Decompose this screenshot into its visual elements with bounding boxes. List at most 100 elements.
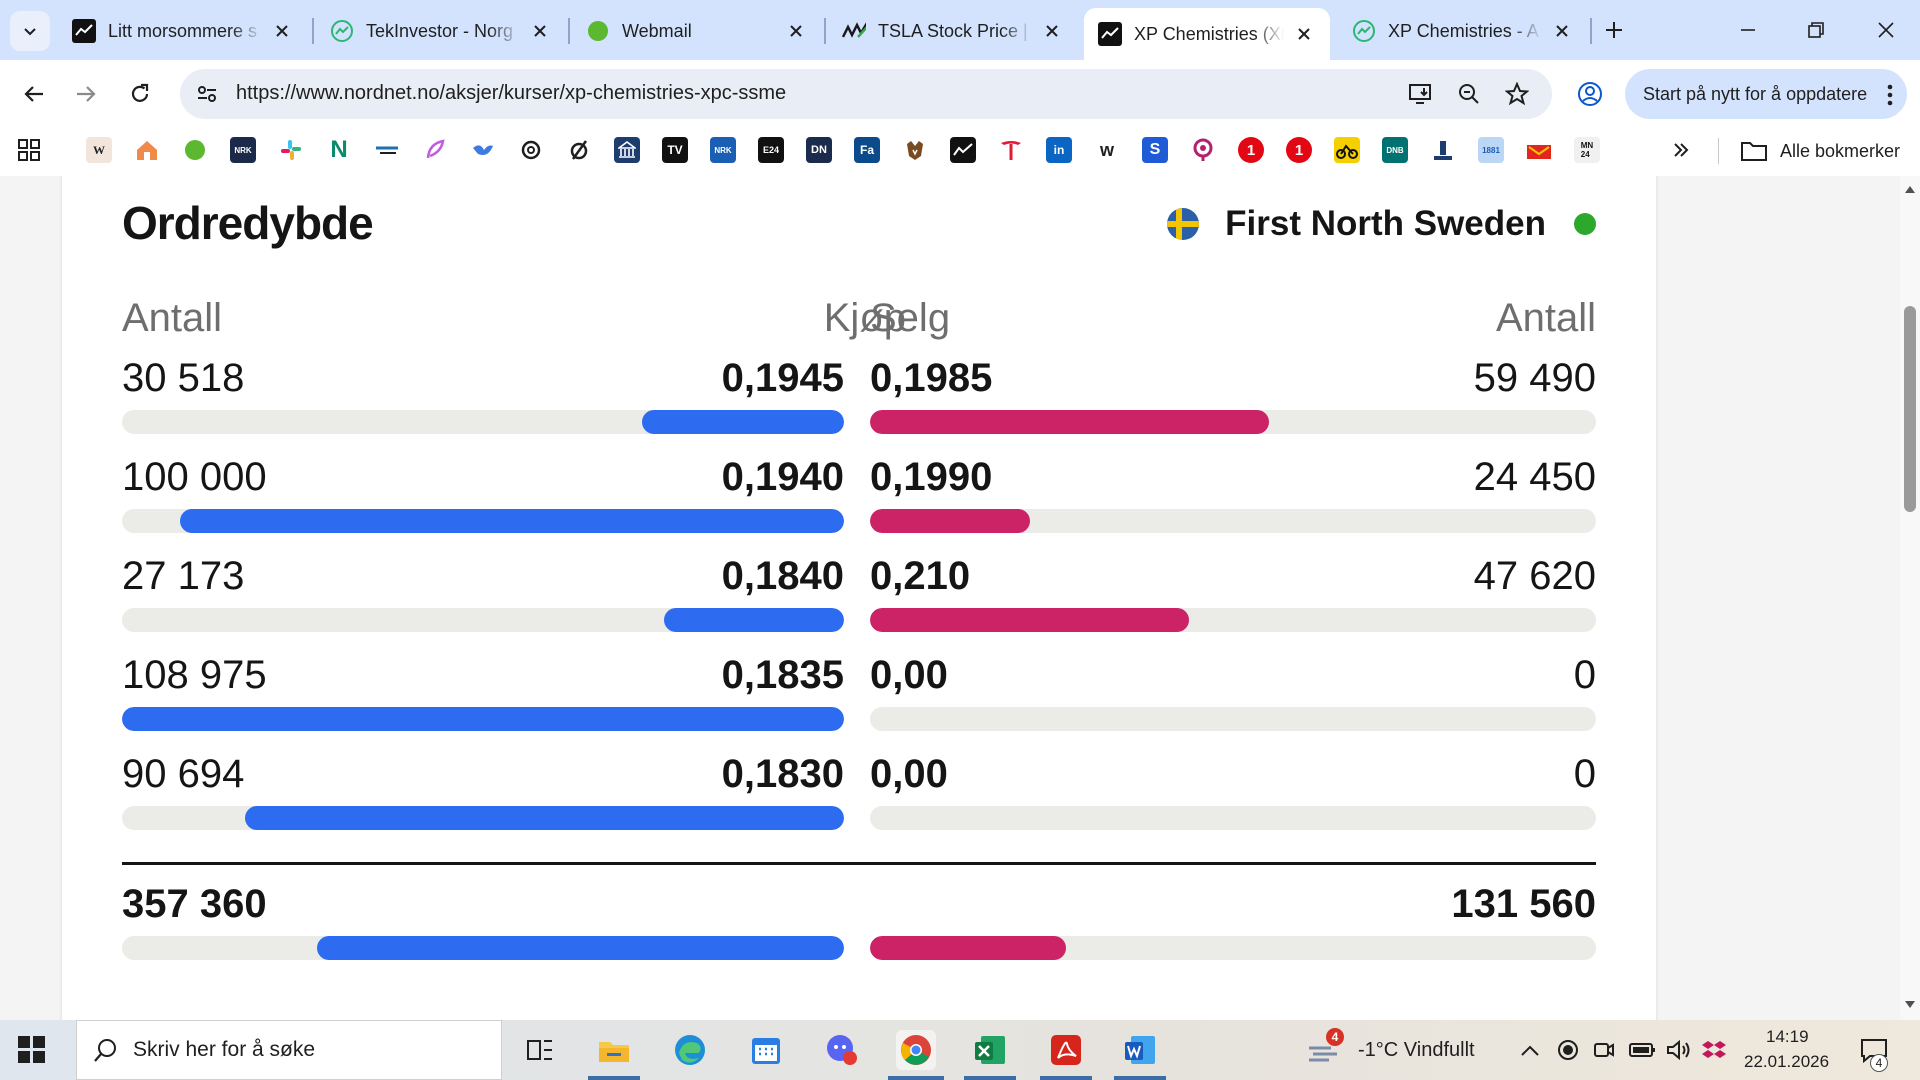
bookmark-tesla-icon[interactable]	[998, 137, 1024, 163]
notification-center-icon[interactable]	[1856, 1030, 1892, 1070]
buy-price[interactable]: 0,1945	[721, 356, 844, 400]
volume-icon[interactable]	[1662, 1030, 1694, 1070]
word-icon[interactable]	[1120, 1030, 1160, 1070]
record-icon[interactable]	[1552, 1030, 1584, 1070]
bookmark-figure-icon[interactable]	[1430, 137, 1456, 163]
bookmark-one-b-icon[interactable]: 1	[1286, 137, 1312, 163]
acrobat-icon[interactable]	[1046, 1030, 1086, 1070]
total-buy-bar	[316, 936, 844, 960]
bookmark-w-icon[interactable]: W	[86, 137, 112, 163]
reload-button[interactable]	[120, 74, 160, 114]
bookmark-one-icon[interactable]: 1	[1238, 137, 1264, 163]
weather-icon[interactable]	[1304, 1030, 1344, 1070]
bookmark-pin-icon[interactable]	[1190, 137, 1216, 163]
back-button[interactable]	[14, 74, 54, 114]
buy-price[interactable]: 0,1835	[721, 653, 844, 697]
bookmark-nrk-icon[interactable]: NRK	[710, 137, 736, 163]
scroll-up-icon[interactable]	[1904, 184, 1916, 194]
minimize-button[interactable]	[1720, 10, 1776, 50]
dropbox-icon[interactable]	[1698, 1030, 1730, 1070]
taskbar-search-input[interactable]: Skriv her for å søke	[76, 1020, 502, 1080]
zoom-icon[interactable]	[1454, 79, 1484, 109]
forward-button[interactable]	[66, 74, 106, 114]
sell-price[interactable]: 0,00	[870, 653, 948, 697]
url-text[interactable]: https://www.nordnet.no/aksjer/kurser/xp-…	[236, 82, 787, 104]
close-icon[interactable]	[1550, 19, 1574, 43]
sell-price[interactable]: 0,1985	[870, 356, 993, 400]
close-window-button[interactable]	[1858, 10, 1914, 50]
site-settings-icon[interactable]	[192, 79, 222, 109]
bookmark-mn24-icon[interactable]: MN 24	[1574, 137, 1600, 163]
bookmark-bike-icon[interactable]	[1334, 137, 1360, 163]
chrome-icon[interactable]	[896, 1030, 936, 1070]
bookmark-slack-icon[interactable]	[278, 137, 304, 163]
restore-button[interactable]	[1788, 10, 1844, 50]
scroll-down-icon[interactable]	[1904, 1000, 1916, 1010]
buy-price[interactable]: 0,1840	[721, 554, 844, 598]
buy-price[interactable]: 0,1830	[721, 752, 844, 796]
scroll-thumb[interactable]	[1904, 306, 1916, 512]
page-scrollbar[interactable]	[1900, 176, 1920, 1020]
profile-button[interactable]	[1570, 74, 1610, 114]
discord-like-icon[interactable]	[822, 1030, 862, 1070]
close-icon[interactable]	[270, 19, 294, 43]
sell-price[interactable]: 0,00	[870, 752, 948, 796]
clock-date[interactable]: 22.01.2026	[1744, 1052, 1830, 1071]
more-bookmarks-icon[interactable]	[1668, 137, 1694, 163]
address-bar[interactable]: https://www.nordnet.no/aksjer/kurser/xp-…	[180, 69, 1552, 119]
windows-start-icon[interactable]	[18, 1036, 46, 1064]
task-view-icon[interactable]	[520, 1030, 560, 1070]
bookmark-green-dot-icon[interactable]	[182, 137, 208, 163]
tab-4[interactable]: TSLA Stock Price |	[828, 8, 1078, 54]
bookmark-e24-icon[interactable]: E24	[758, 137, 784, 163]
bookmark-s-icon[interactable]: S	[1142, 137, 1168, 163]
bookmark-home-icon[interactable]	[134, 137, 160, 163]
bookmark-postnord-icon[interactable]	[1526, 137, 1552, 163]
buy-price[interactable]: 0,1940	[721, 455, 844, 499]
close-icon[interactable]	[1040, 19, 1064, 43]
clock-time[interactable]: 14:19	[1766, 1027, 1809, 1046]
close-icon[interactable]	[528, 19, 552, 43]
bookmark-lines-icon[interactable]	[374, 137, 400, 163]
sell-price[interactable]: 0,1990	[870, 455, 993, 499]
bookmark-feather-icon[interactable]	[422, 137, 448, 163]
bookmark-dn-icon[interactable]: DN	[806, 137, 832, 163]
sell-price[interactable]: 0,210	[870, 554, 971, 598]
edge-icon[interactable]	[670, 1030, 710, 1070]
new-tab-button[interactable]	[1586, 10, 1642, 50]
tab-2[interactable]: TekInvestor - Norg	[316, 8, 566, 54]
bookmark-nrk-radio-icon[interactable]: NRK	[230, 137, 256, 163]
bookmark-badger-icon[interactable]	[902, 137, 928, 163]
calendar-icon[interactable]	[746, 1030, 786, 1070]
bookmark-nordnet-icon[interactable]	[950, 137, 976, 163]
close-icon[interactable]	[1292, 22, 1316, 46]
all-bookmarks-button[interactable]: Alle bokmerker	[1740, 136, 1900, 166]
battery-icon[interactable]	[1624, 1030, 1660, 1070]
bookmark-linkedin-icon[interactable]: in	[1046, 137, 1072, 163]
tab-5-active[interactable]: XP Chemistries (XP	[1084, 8, 1330, 60]
bookmark-1881-icon[interactable]: 1881	[1478, 137, 1504, 163]
bookmark-openai-icon[interactable]	[518, 137, 544, 163]
bookmark-fa-icon[interactable]: Fa	[854, 137, 880, 163]
chevron-up-icon[interactable]	[1516, 1030, 1544, 1070]
apps-grid-icon[interactable]	[16, 137, 42, 163]
close-icon[interactable]	[784, 19, 808, 43]
bookmark-star-icon[interactable]	[1502, 79, 1532, 109]
tab-1[interactable]: Litt morsommere s	[58, 8, 308, 54]
tab-3[interactable]: Webmail	[572, 8, 822, 54]
bookmark-bank-icon[interactable]	[614, 137, 640, 163]
bookmark-crossed-circle-icon[interactable]	[566, 137, 592, 163]
file-explorer-icon[interactable]	[594, 1030, 634, 1070]
tab-6[interactable]: XP Chemistries - A	[1338, 8, 1588, 54]
meet-now-icon[interactable]	[1588, 1030, 1620, 1070]
weather-text[interactable]: -1°C Vindfullt	[1358, 1039, 1475, 1061]
tab-search-button[interactable]	[10, 11, 50, 51]
bookmark-tv-icon[interactable]: TV	[662, 137, 688, 163]
excel-icon[interactable]	[970, 1030, 1010, 1070]
bookmark-n-icon[interactable]: N	[330, 136, 348, 163]
update-restart-button[interactable]: Start på nytt for å oppdatere	[1625, 69, 1907, 119]
bookmark-bird-icon[interactable]	[470, 137, 496, 163]
bookmark-dnb-icon[interactable]: DNB	[1382, 137, 1408, 163]
install-app-icon[interactable]	[1406, 79, 1436, 109]
bookmark-w2-icon[interactable]: w	[1099, 139, 1114, 160]
